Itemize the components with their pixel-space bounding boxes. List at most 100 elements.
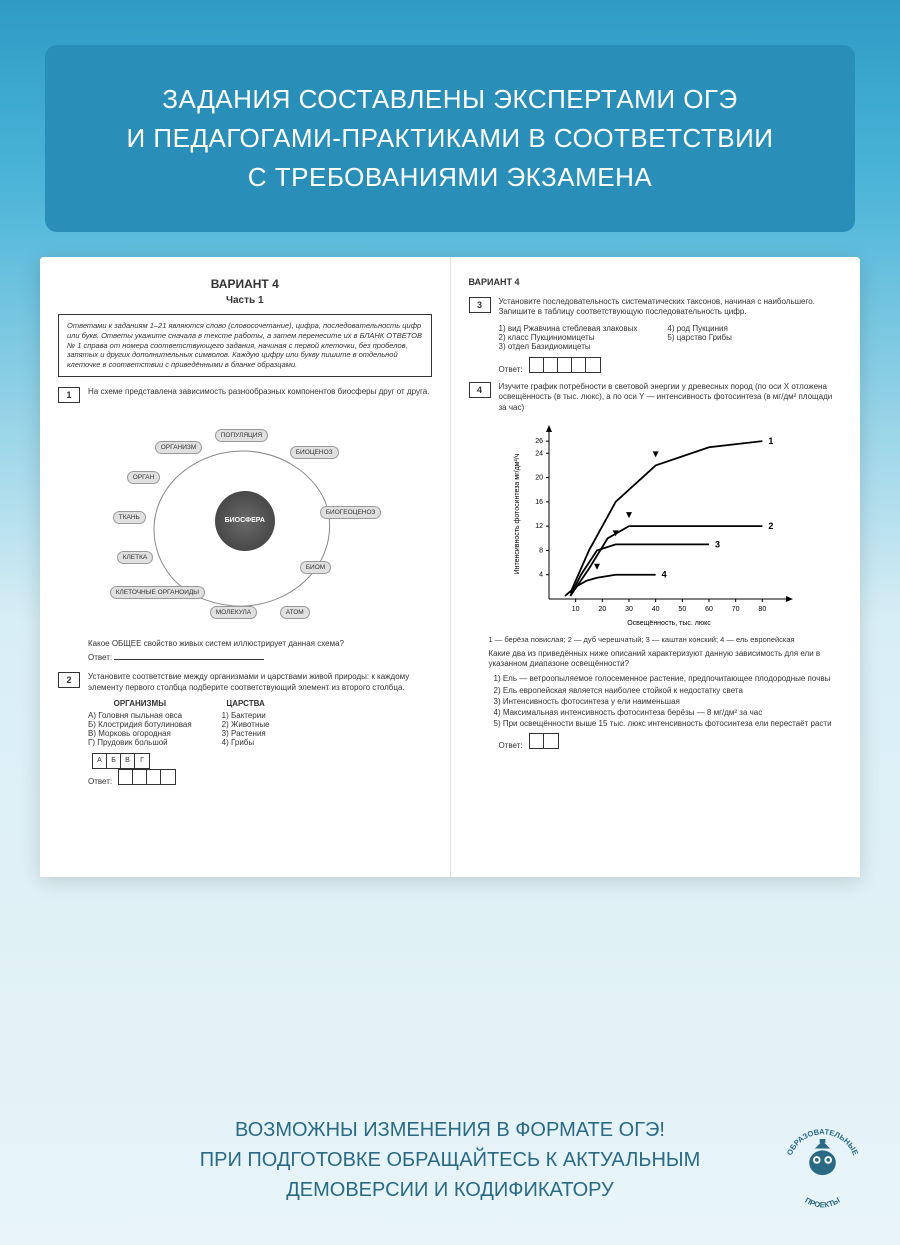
header-banner: ЗАДАНИЯ СОСТАВЛЕНЫ ЭКСПЕРТАМИ ОГЭ И ПЕДА…: [45, 45, 855, 232]
grid-cell: Г: [135, 754, 149, 768]
options-col1: 1) вид Ржавчина стеблевая злаковых 2) кл…: [499, 324, 638, 351]
answer-grid: [529, 357, 601, 373]
grid-cell: [119, 770, 133, 784]
question-1: 1 На схеме представлена зависимость разн…: [58, 387, 432, 403]
col-head: ЦАРСТВА: [222, 699, 270, 708]
grid-cell: [544, 358, 558, 372]
grid-cell: [161, 770, 175, 784]
question-number: 2: [58, 672, 80, 688]
list-item: 3) Интенсивность фотосинтеза у ели наиме…: [494, 696, 843, 707]
publisher-logo: ОБРАЗОВАТЕЛЬНЫЕ ПРОЕКТЫ: [775, 1120, 870, 1215]
q4-options: 1) Ель — ветроопыляемое голосеменное рас…: [494, 673, 843, 729]
diagram-node: КЛЕТКА: [117, 551, 153, 564]
grid-cell: [544, 734, 558, 748]
svg-text:Освещённость, тыс. люкс: Освещённость, тыс. люкс: [627, 620, 711, 627]
svg-text:26: 26: [535, 438, 543, 445]
list-item: 3) Растения: [222, 729, 270, 738]
list-item: 1) Бактерии: [222, 711, 270, 720]
answer-label: Ответ:: [88, 777, 112, 786]
photosynthesis-chart: 1020304050607080481216202426Освещённость…: [509, 419, 809, 629]
q4-followup: Какие два из приведённых ниже описаний х…: [489, 649, 843, 670]
list-item: 5) При освещённости выше 15 тыс. люкс ин…: [494, 718, 843, 729]
footer-text: ВОЗМОЖНЫ ИЗМЕНЕНИЯ В ФОРМАТЕ ОГЭ! ПРИ ПО…: [0, 1115, 900, 1205]
answer-grid: [529, 733, 559, 749]
footer-line3: ДЕМОВЕРСИИ И КОДИФИКАТОРУ: [286, 1179, 614, 1201]
header-line2: И ПЕДАГОГАМИ-ПРАКТИКАМИ В СООТВЕТСТВИИ: [127, 123, 774, 153]
svg-text:60: 60: [705, 606, 713, 613]
footer-line2: ПРИ ПОДГОТОВКЕ ОБРАЩАЙТЕСЬ К АКТУАЛЬНЫМ: [200, 1149, 701, 1171]
answer-label: Ответ:: [88, 653, 112, 662]
svg-text:70: 70: [731, 606, 739, 613]
answer-label: Ответ:: [499, 365, 523, 374]
question-text: Изучите график потребности в световой эн…: [499, 382, 843, 413]
grid-cell: [530, 358, 544, 372]
q3-options: 1) вид Ржавчина стеблевая злаковых 2) кл…: [499, 324, 843, 351]
svg-text:50: 50: [678, 606, 686, 613]
answer-blank: [114, 659, 264, 660]
grid-cell: [133, 770, 147, 784]
q1-answer: Ответ:: [88, 653, 432, 662]
organisms-column: ОРГАНИЗМЫ А) Головня пыльная овса Б) Кло…: [88, 699, 192, 747]
answer-label: Ответ:: [499, 741, 523, 750]
footer-line1: ВОЗМОЖНЫ ИЗМЕНЕНИЯ В ФОРМАТЕ ОГЭ!: [235, 1119, 665, 1141]
header-title: ЗАДАНИЯ СОСТАВЛЕНЫ ЭКСПЕРТАМИ ОГЭ И ПЕДА…: [75, 80, 825, 197]
grid-cell: [530, 734, 544, 748]
diagram-node: ОРГАН: [127, 471, 161, 484]
list-item: 5) царство Грибы: [667, 333, 731, 342]
page-title: ВАРИАНТ 4: [58, 277, 432, 291]
list-item: А) Головня пыльная овса: [88, 711, 192, 720]
chart-legend: 1 — берёза повислая; 2 — дуб черешчатый;…: [489, 635, 843, 645]
q3-answer: Ответ:: [499, 357, 843, 374]
options-col2: 4) род Пукциния 5) царство Грибы: [667, 324, 731, 351]
diagram-node: ОРГАНИЗМ: [155, 441, 203, 454]
answer-grid-empty: [118, 769, 176, 785]
svg-text:40: 40: [651, 606, 659, 613]
question-text: Установите последовательность систематич…: [499, 297, 843, 318]
open-book: ВАРИАНТ 4 Часть 1 Ответами к заданиям 1–…: [40, 257, 860, 877]
diagram-node: БИОМ: [300, 561, 331, 574]
diagram-node: ПОПУЛЯЦИЯ: [215, 429, 268, 442]
question-2: 2 Установите соответствие между организм…: [58, 672, 432, 693]
diagram-node: ТКАНЬ: [113, 511, 146, 524]
instruction-box: Ответами к заданиям 1–21 являются слово …: [58, 314, 432, 377]
grid-cell: [558, 358, 572, 372]
list-item: 4) Максимальная интенсивность фотосинтез…: [494, 707, 843, 718]
q2-columns: ОРГАНИЗМЫ А) Головня пыльная овса Б) Кло…: [88, 699, 432, 747]
svg-text:8: 8: [539, 547, 543, 554]
owl-logo-icon: ОБРАЗОВАТЕЛЬНЫЕ ПРОЕКТЫ: [775, 1120, 870, 1215]
question-text: Установите соответствие между организмам…: [88, 672, 432, 693]
svg-text:10: 10: [571, 606, 579, 613]
list-item: 4) род Пукциния: [667, 324, 731, 333]
svg-text:20: 20: [535, 475, 543, 482]
grid-cell: В: [121, 754, 135, 768]
diagram-node: АТОМ: [280, 606, 310, 619]
svg-text:ПРОЕКТЫ: ПРОЕКТЫ: [803, 1196, 841, 1210]
list-item: В) Морковь огородная: [88, 729, 192, 738]
page-header: ВАРИАНТ 4: [469, 277, 843, 287]
svg-text:30: 30: [625, 606, 633, 613]
book-page-left: ВАРИАНТ 4 Часть 1 Ответами к заданиям 1–…: [40, 257, 451, 877]
grid-cell: А: [93, 754, 107, 768]
svg-text:3: 3: [715, 539, 720, 549]
question-3: 3 Установите последовательность системат…: [469, 297, 843, 318]
list-item: Г) Прудовик большой: [88, 738, 192, 747]
header-line3: С ТРЕБОВАНИЯМИ ЭКЗАМЕНА: [248, 162, 652, 192]
question-text: На схеме представлена зависимость разноо…: [88, 387, 432, 403]
diagram-center-node: БИОСФЕРА: [215, 491, 275, 551]
question-4: 4 Изучите график потребности в световой …: [469, 382, 843, 413]
q2-answer: А Б В Г Ответ:: [88, 753, 432, 786]
list-item: 4) Грибы: [222, 738, 270, 747]
svg-text:Интенсивность фотосинтеза мг/д: Интенсивность фотосинтеза мг/дм²/ч: [514, 453, 521, 574]
question-number: 1: [58, 387, 80, 403]
list-item: Б) Клостридия ботулиновая: [88, 720, 192, 729]
header-line1: ЗАДАНИЯ СОСТАВЛЕНЫ ЭКСПЕРТАМИ ОГЭ: [162, 84, 737, 114]
svg-text:1: 1: [768, 436, 773, 446]
diagram-node: МОЛЕКУЛА: [210, 606, 257, 619]
diagram-node: БИОЦЕНОЗ: [290, 446, 339, 459]
list-item: 1) вид Ржавчина стеблевая злаковых: [499, 324, 638, 333]
list-item: 2) класс Пукциниомицеты: [499, 333, 638, 342]
book-page-right: ВАРИАНТ 4 3 Установите последовательност…: [451, 257, 861, 877]
list-item: 1) Ель — ветроопыляемое голосеменное рас…: [494, 673, 843, 684]
question-number: 3: [469, 297, 491, 313]
svg-text:16: 16: [535, 499, 543, 506]
